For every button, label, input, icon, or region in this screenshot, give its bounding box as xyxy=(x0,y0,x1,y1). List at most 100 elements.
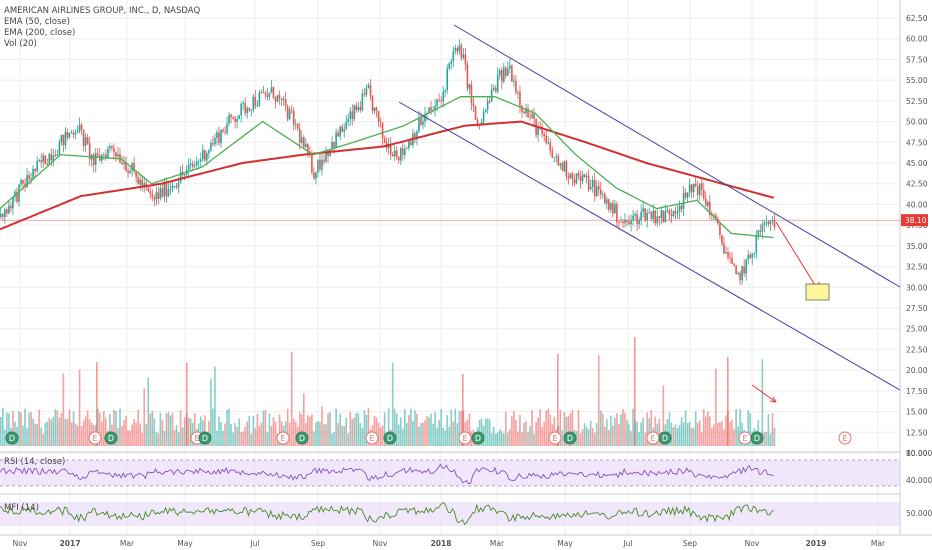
volume-bar xyxy=(351,419,354,446)
volume-bar xyxy=(511,416,513,446)
price-axis: 62.50 60.00 57.50 55.00 52.50 50.00 47.50 45.00… xyxy=(901,14,932,518)
volume-bar xyxy=(105,418,107,446)
volume-bar xyxy=(723,429,725,446)
volume-bar xyxy=(612,425,614,446)
volume-bar xyxy=(254,428,257,446)
candle-body xyxy=(50,153,53,161)
candle-body xyxy=(632,215,634,221)
candle-body xyxy=(682,192,685,209)
candle-body xyxy=(757,230,760,237)
candle-body xyxy=(545,136,548,144)
mfi-label[interactable]: MFI (14) xyxy=(4,503,39,513)
volume-bar xyxy=(523,422,525,446)
candle-body xyxy=(74,132,77,135)
candle-body xyxy=(751,253,754,258)
volume-bar xyxy=(143,388,146,446)
time-axis: Nov 2017 Mar May Jul Sep Nov 2018 Mar May Jul Sep No… xyxy=(13,539,886,548)
candle-body xyxy=(151,194,154,198)
candle-body xyxy=(163,182,166,197)
candle-body xyxy=(769,220,772,225)
time-tick-label: Mar xyxy=(490,539,505,548)
volume-bar xyxy=(101,421,103,446)
rsi-label[interactable]: RSI (14, close) xyxy=(4,457,66,467)
volume-bar xyxy=(549,414,552,446)
volume-bar xyxy=(500,431,503,446)
mfi-tick-label: 50.0000 xyxy=(906,509,932,518)
volume-bar xyxy=(513,410,515,446)
candle-body xyxy=(507,68,509,76)
volume-bar xyxy=(711,428,713,446)
candle-body xyxy=(105,154,107,159)
candle-body xyxy=(149,191,152,195)
candle-body xyxy=(64,132,67,146)
volume-bar xyxy=(731,419,733,446)
candle-body xyxy=(161,188,164,197)
symbol-title[interactable]: AMERICAN AIRLINES GROUP, INC., D, NASDAQ xyxy=(4,6,201,16)
candle-body xyxy=(759,230,762,232)
candle-body xyxy=(238,115,240,119)
candle-body xyxy=(204,149,206,161)
candle-body xyxy=(549,142,552,151)
dividend-marker-label: D xyxy=(9,434,15,443)
time-tick-label: 2019 xyxy=(806,539,827,548)
volume-bar xyxy=(82,420,85,446)
volume-bar xyxy=(436,427,438,446)
trend-channel[interactable] xyxy=(398,24,901,391)
candle-body xyxy=(654,210,657,224)
ema200-legend[interactable]: EMA (200, close) xyxy=(4,28,76,38)
volume-bar xyxy=(458,411,461,446)
candle-body xyxy=(618,222,620,224)
candle-body xyxy=(155,192,158,200)
candle-body xyxy=(567,176,570,179)
candle-body xyxy=(638,220,640,225)
candle-body xyxy=(709,201,711,215)
candle-body xyxy=(533,114,535,119)
volume-bar xyxy=(230,424,232,446)
last-price-label: 38.10 xyxy=(905,216,927,225)
candle-body xyxy=(228,114,230,124)
volume-bar xyxy=(337,423,339,446)
candle-body xyxy=(276,95,279,102)
volume-bar xyxy=(587,429,590,446)
volume-bar xyxy=(325,424,327,446)
volume-bar xyxy=(80,426,83,446)
candle-body xyxy=(226,123,228,133)
volume-bar xyxy=(454,408,457,446)
candle-body xyxy=(305,144,307,148)
volume-bar xyxy=(8,413,10,446)
candle-body xyxy=(624,220,626,224)
volume-bar xyxy=(583,423,586,446)
candle-body xyxy=(153,197,156,200)
candle-body xyxy=(165,182,168,197)
candle-body xyxy=(612,202,614,214)
candle-body xyxy=(127,171,129,173)
volume-bar xyxy=(505,412,507,446)
time-tick-label: Sep xyxy=(683,539,697,548)
candle-body xyxy=(129,170,131,173)
candle-body xyxy=(177,182,180,188)
ema50-legend[interactable]: EMA (50, close) xyxy=(4,17,70,27)
candle-body xyxy=(333,141,335,148)
candle-body xyxy=(18,184,20,202)
dividend-marker-label: D xyxy=(754,434,760,443)
candle-body xyxy=(529,117,531,118)
candle-body xyxy=(141,179,144,188)
price-tick-label: 62.50 xyxy=(906,14,928,23)
volume-bar xyxy=(62,373,65,446)
volume-bar xyxy=(434,412,436,446)
candle-body xyxy=(408,141,410,148)
candle-body xyxy=(563,161,566,171)
candle-body xyxy=(515,80,517,93)
candle-body xyxy=(113,148,115,153)
volume-bar xyxy=(6,412,8,446)
volume-legend[interactable]: Vol (20) xyxy=(4,39,37,49)
volume-bar xyxy=(480,418,483,446)
volume-bar xyxy=(307,415,309,446)
volume-bar xyxy=(426,415,428,446)
candle-body xyxy=(345,121,348,129)
candle-body xyxy=(335,132,337,148)
volume-bar xyxy=(610,415,612,446)
annotations[interactable] xyxy=(0,219,900,403)
